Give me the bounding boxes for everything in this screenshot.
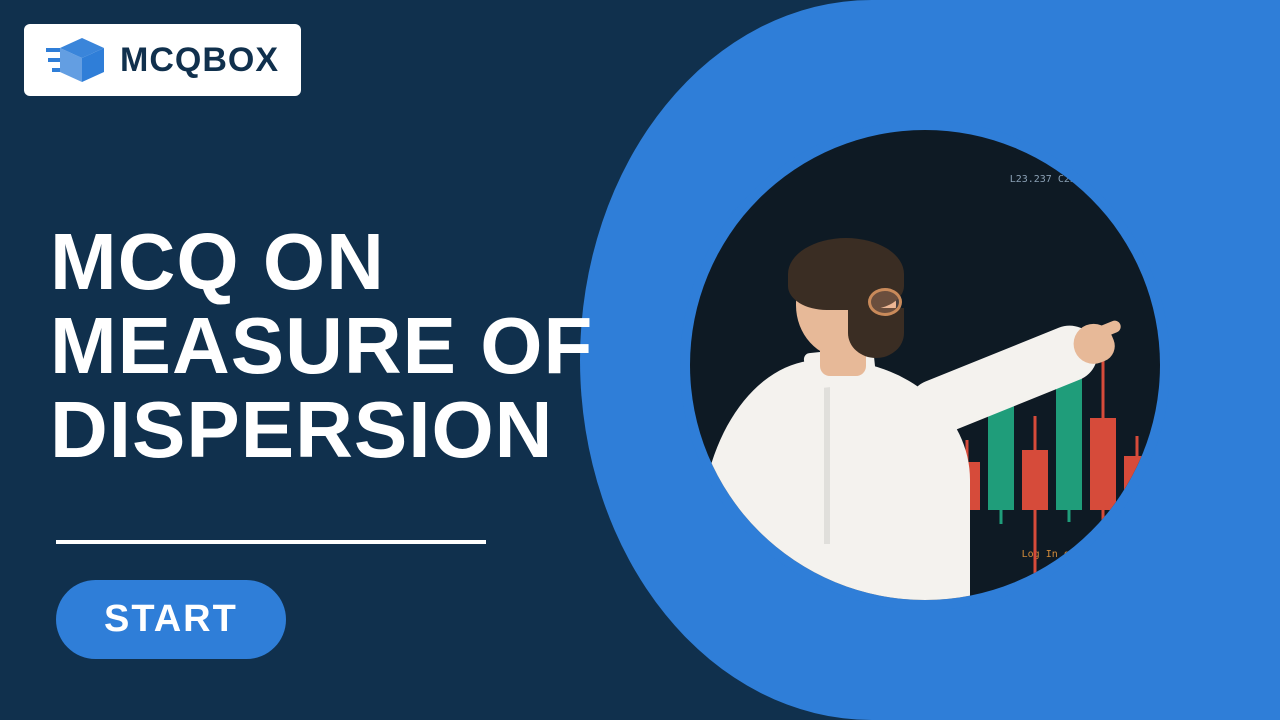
- candle-bar: [988, 400, 1014, 510]
- page-title: MCQ ON MEASURE OF DISPERSION: [50, 220, 610, 472]
- box-motion-icon: [46, 36, 106, 84]
- ticker-label: L23.237 C23.317: [1010, 174, 1100, 185]
- title-divider: [56, 540, 486, 544]
- person-shirt: [700, 360, 970, 610]
- login-label: Log In or Register: [1022, 549, 1130, 560]
- glasses-icon: [868, 288, 902, 316]
- hero-photo: L23.237 C23.317 Log In or Register: [680, 120, 1170, 610]
- candle-bar: [1090, 418, 1116, 510]
- cube-icon: [60, 38, 104, 82]
- person-beard: [848, 308, 904, 358]
- person-illustration: [700, 240, 970, 610]
- candle-bar: [1022, 450, 1048, 510]
- candle-bar: [1124, 456, 1150, 510]
- candle-bar: [1056, 370, 1082, 510]
- motion-lines-icon: [46, 50, 60, 70]
- start-button[interactable]: START: [56, 580, 286, 659]
- logo-text: MCQBOX: [120, 41, 279, 80]
- logo-card: MCQBOX: [24, 24, 301, 96]
